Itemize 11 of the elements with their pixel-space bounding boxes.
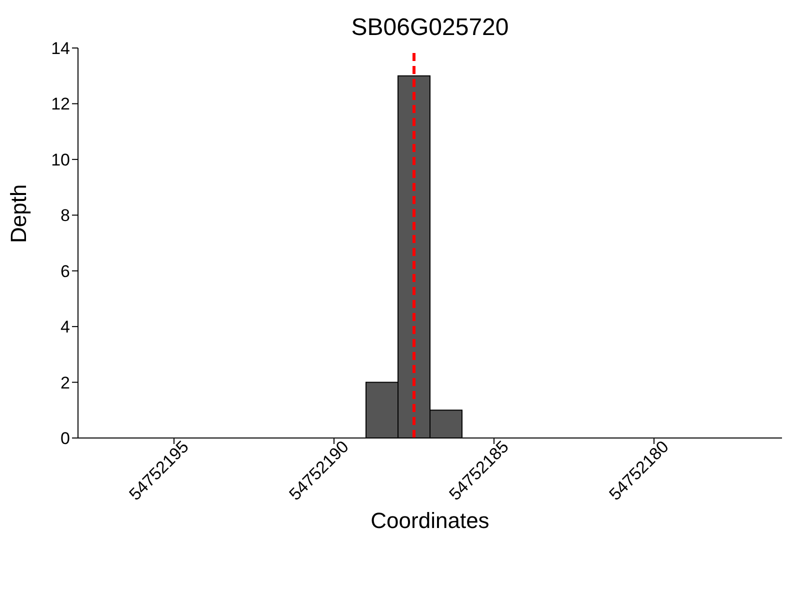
y-tick-label: 4 [60,318,70,337]
y-tick-label: 12 [51,94,70,114]
y-tick-label: 0 [60,429,70,448]
chart-title: SB06G025720 [350,14,510,42]
y-axis-title: Depth [6,184,31,243]
y-tick-label: 14 [51,39,70,58]
x-axis-title: Coordinates [370,508,490,533]
y-tick-label: 8 [60,206,70,226]
y-tick-label: 10 [51,150,70,170]
y-tick-label: 6 [60,262,70,281]
y-tick-label: 2 [60,373,70,392]
